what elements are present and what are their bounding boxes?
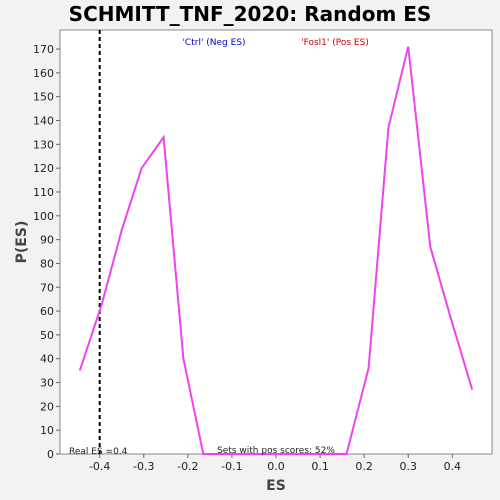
x-tick-label: 0.3 bbox=[399, 460, 417, 473]
y-tick-label: 170 bbox=[33, 43, 54, 56]
plot-area bbox=[59, 29, 493, 455]
x-tick-label: 0.1 bbox=[311, 460, 329, 473]
y-tick-label: 70 bbox=[40, 281, 54, 294]
y-tick-label: 0 bbox=[47, 448, 54, 461]
x-tick-label: -0.1 bbox=[221, 460, 242, 473]
real-es-annotation: Real ES =0.4 bbox=[69, 447, 128, 457]
legend-neg: 'Ctrl' (Neg ES) bbox=[182, 38, 245, 48]
y-tick-label: 120 bbox=[33, 162, 54, 175]
y-tick-label: 130 bbox=[33, 138, 54, 151]
y-axis-label: P(ES) bbox=[14, 221, 30, 264]
y-tick-label: 90 bbox=[40, 234, 54, 247]
y-tick-label: 10 bbox=[40, 424, 54, 437]
pos-scores-annotation: Sets with pos scores: 52% bbox=[217, 446, 335, 456]
x-axis-ticks: -0.4 -0.3 -0.2 -0.1 0.0 0.1 0.2 0.3 0.4 bbox=[89, 454, 461, 473]
y-tick-label: 30 bbox=[40, 377, 54, 390]
y-tick-label: 20 bbox=[40, 400, 54, 413]
y-tick-label: 50 bbox=[40, 329, 54, 342]
legend-pos: 'Fosl1' (Pos ES) bbox=[301, 38, 369, 48]
y-tick-label: 80 bbox=[40, 257, 54, 270]
y-tick-label: 160 bbox=[33, 67, 54, 80]
y-tick-label: 60 bbox=[40, 305, 54, 318]
x-tick-label: 0.4 bbox=[444, 460, 462, 473]
y-tick-label: 140 bbox=[33, 115, 54, 128]
series-line bbox=[78, 46, 474, 455]
y-tick-label: 110 bbox=[33, 186, 54, 199]
x-tick-label: -0.2 bbox=[177, 460, 198, 473]
y-tick-label: 100 bbox=[33, 210, 54, 223]
x-tick-label: -0.3 bbox=[133, 460, 154, 473]
x-tick-label: -0.4 bbox=[89, 460, 110, 473]
y-tick-label: 40 bbox=[40, 353, 54, 366]
x-axis-label: ES bbox=[266, 478, 286, 494]
x-tick-label: 0.0 bbox=[267, 460, 285, 473]
x-tick-label: 0.2 bbox=[355, 460, 373, 473]
y-tick-label: 150 bbox=[33, 91, 54, 104]
y-axis-ticks: 0 10 20 30 40 50 60 70 80 90 100 110 120 130 140 150 160… bbox=[33, 43, 60, 461]
